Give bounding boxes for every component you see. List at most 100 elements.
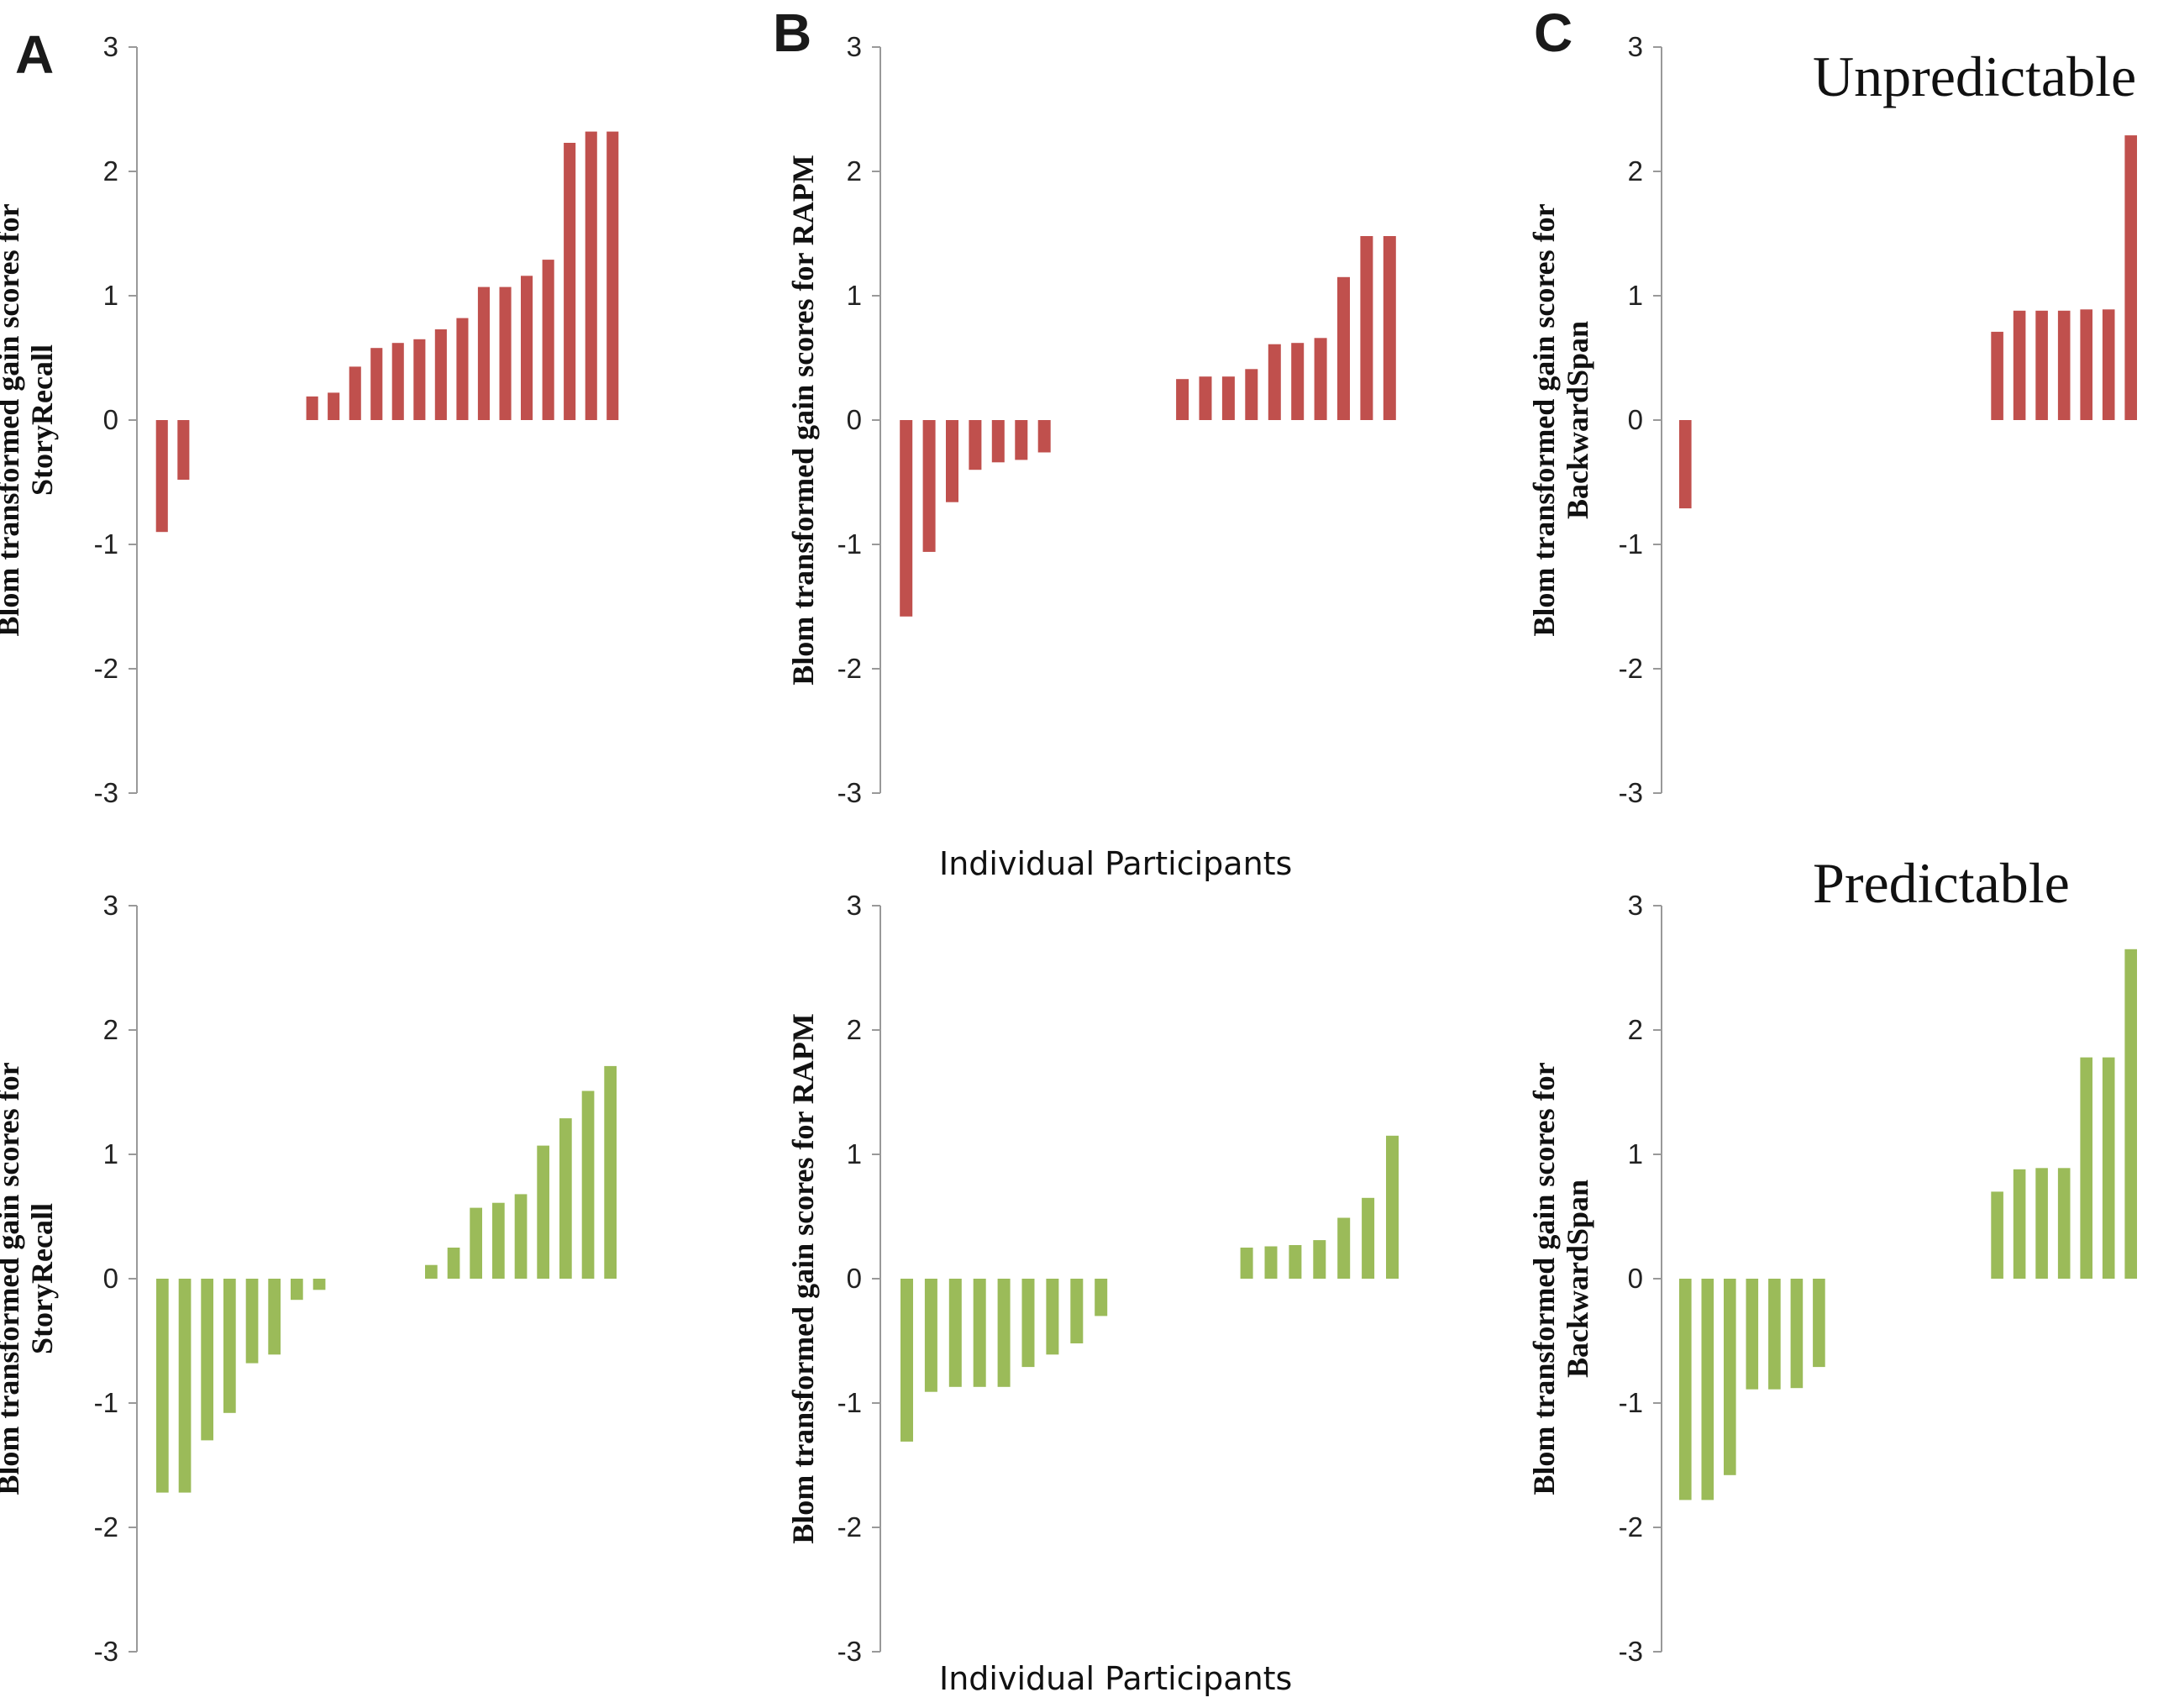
y-tick-label: 3: [1628, 890, 1643, 921]
chart-B-predictable: 3 2 1 0 -1 -2 -3 Blom transformed gain scores f…: [786, 890, 1399, 1667]
bar: [2013, 310, 2026, 420]
y-tick-label: -3: [1619, 1636, 1643, 1667]
y-tick-label: 0: [1628, 404, 1643, 435]
bar: [1386, 1135, 1399, 1279]
bar: [2080, 309, 2092, 420]
y-tick-label: 1: [103, 280, 118, 311]
bar: [537, 1145, 549, 1279]
y-tick-label: 1: [1628, 1138, 1643, 1169]
bar: [2080, 1057, 2092, 1279]
bar: [1746, 1279, 1759, 1390]
y-axis-title: BackwardSpan: [1561, 321, 1594, 519]
bar: [1037, 420, 1051, 453]
bar: [1383, 236, 1396, 420]
y-tick-label: 1: [847, 1138, 862, 1169]
bar: [948, 1279, 962, 1387]
bar: [477, 286, 490, 420]
y-tick-label: 2: [1628, 1014, 1643, 1045]
bar: [1360, 236, 1373, 420]
y-tick-label: 0: [103, 404, 118, 435]
bar: [521, 276, 533, 420]
bar: [946, 420, 958, 502]
y-tick-label: -3: [837, 1636, 862, 1667]
condition-label-predictable: Predictable: [1813, 851, 2070, 915]
bar: [413, 339, 426, 420]
bar: [2057, 1168, 2071, 1279]
x-axis-label-bottom: Individual Participants: [939, 1660, 1293, 1697]
y-tick-label: -1: [94, 528, 118, 560]
bar: [924, 1279, 937, 1392]
y-tick-label: 3: [847, 890, 862, 921]
y-tick-label: 1: [103, 1138, 118, 1169]
bar: [312, 1279, 326, 1290]
bar: [1070, 1279, 1084, 1343]
bar: [201, 1279, 213, 1441]
bar: [900, 420, 913, 617]
bar: [306, 396, 318, 420]
bar: [2102, 309, 2115, 420]
bar: [268, 1279, 281, 1355]
bar: [991, 420, 1005, 463]
bar: [1314, 338, 1327, 420]
bar: [1240, 1248, 1253, 1279]
bar: [1991, 331, 2003, 420]
y-axis-title: Blom transformed gain scores for RAPM: [786, 1013, 820, 1544]
y-axis-title: Blom transformed gain scores for: [1527, 203, 1561, 636]
y-tick-label: 0: [847, 404, 862, 435]
y-tick-label: -2: [1619, 653, 1643, 684]
bar: [328, 392, 340, 420]
bar: [156, 1279, 169, 1493]
chart-C-unpredictable: 3 2 1 0 -1 -2 -3 Blom transformed gain scores f…: [1527, 31, 2137, 808]
bar: [1245, 369, 1258, 420]
y-axis-title: Blom transformed gain scores for: [0, 1062, 25, 1495]
bar: [997, 1279, 1011, 1387]
y-tick-label: 2: [847, 155, 862, 187]
bar: [1337, 1217, 1351, 1279]
bar: [1679, 420, 1692, 509]
y-tick-label: 2: [103, 155, 118, 187]
y-tick-label: -3: [1619, 777, 1643, 808]
panel-letter-a: A: [15, 24, 55, 85]
condition-label-unpredictable: Unpredictable: [1813, 45, 2137, 108]
bar: [492, 1202, 505, 1279]
bar: [370, 348, 383, 420]
bar: [470, 1207, 482, 1279]
bar: [434, 329, 447, 420]
x-axis-label-top: Individual Participants: [939, 845, 1293, 882]
y-axis-title: StoryRecall: [25, 1203, 59, 1354]
bar: [604, 1065, 617, 1279]
y-tick-label: -2: [1619, 1511, 1643, 1542]
bar: [2124, 949, 2137, 1279]
bar: [564, 143, 576, 420]
bar: [391, 343, 404, 420]
bar: [1362, 1197, 1375, 1279]
y-tick-label: -3: [837, 777, 862, 808]
y-tick-label: -2: [837, 653, 862, 684]
bar: [349, 366, 361, 420]
bar: [900, 1279, 913, 1442]
bar: [1021, 1279, 1035, 1368]
y-tick-label: -1: [1619, 528, 1643, 560]
bar: [559, 1118, 572, 1279]
y-tick-label: 2: [103, 1014, 118, 1045]
y-tick-label: -1: [837, 1387, 862, 1418]
y-tick-label: -1: [94, 1387, 118, 1418]
chart-B-unpredictable: 3 2 1 0 -1 -2 -3 Blom transformed gain scores f…: [786, 31, 1396, 808]
y-tick-label: -2: [94, 1511, 118, 1542]
bar: [177, 420, 190, 480]
bar: [1790, 1279, 1804, 1389]
bar: [456, 318, 469, 420]
y-tick-label: 1: [847, 280, 862, 311]
y-tick-label: -2: [837, 1511, 862, 1542]
bar: [2013, 1169, 2026, 1279]
bar: [969, 420, 982, 470]
y-tick-label: 3: [103, 31, 118, 62]
bar: [499, 286, 512, 420]
bar: [1724, 1279, 1736, 1475]
chart-C-predictable: 3 2 1 0 -1 -2 -3 Blom transformed gain scores f…: [1527, 890, 2137, 1667]
bar: [1679, 1279, 1692, 1500]
bar: [178, 1279, 192, 1493]
bar: [2102, 1057, 2115, 1279]
y-tick-label: 0: [1628, 1263, 1643, 1294]
